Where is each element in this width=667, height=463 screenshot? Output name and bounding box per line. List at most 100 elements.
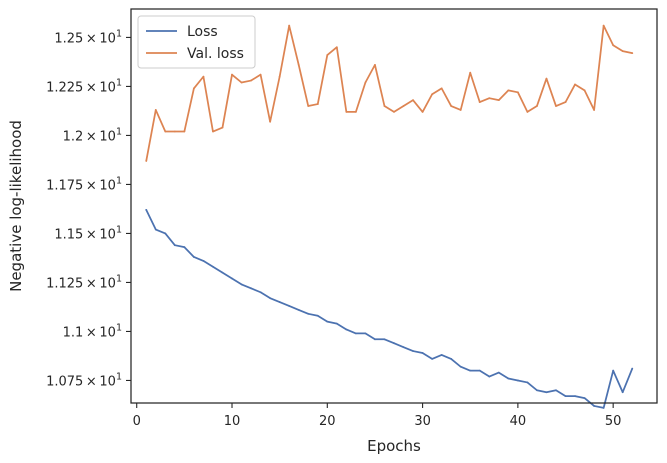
series-line-loss bbox=[145, 209, 634, 409]
data-point-val-loss bbox=[393, 111, 395, 113]
data-point-loss bbox=[402, 346, 405, 349]
data-point-loss bbox=[145, 209, 148, 211]
data-point-val-loss bbox=[288, 24, 291, 27]
data-point-loss bbox=[526, 381, 529, 384]
data-point-loss bbox=[164, 232, 167, 235]
data-point-loss bbox=[431, 358, 434, 360]
data-point-loss bbox=[412, 350, 414, 352]
data-point-val-loss bbox=[602, 24, 605, 27]
data-point-val-loss bbox=[202, 75, 205, 78]
data-point-loss bbox=[393, 342, 395, 345]
plot-frame bbox=[130, 8, 658, 404]
legend-box bbox=[137, 15, 256, 69]
x-tick-label: 0 bbox=[133, 414, 141, 429]
series-layer bbox=[145, 24, 634, 409]
data-point-loss bbox=[450, 358, 453, 360]
data-point-loss bbox=[202, 259, 205, 262]
data-point-loss bbox=[516, 379, 519, 382]
data-point-loss bbox=[192, 256, 195, 258]
data-point-val-loss bbox=[612, 44, 615, 47]
legend: Loss Val. loss bbox=[137, 15, 256, 69]
data-point-val-loss bbox=[164, 130, 167, 133]
data-point-loss bbox=[259, 291, 262, 294]
data-point-loss bbox=[497, 371, 500, 374]
data-point-val-loss bbox=[497, 99, 500, 102]
data-point-loss bbox=[240, 283, 243, 286]
data-point-val-loss bbox=[545, 77, 548, 80]
data-point-loss bbox=[469, 369, 472, 372]
data-point-val-loss bbox=[145, 160, 148, 162]
x-axis-label: Epochs bbox=[367, 437, 421, 455]
data-point-loss bbox=[250, 287, 252, 290]
data-point-loss bbox=[326, 320, 329, 323]
x-tick-label: 10 bbox=[224, 414, 241, 429]
y-tick-label: 1.225 × 101 bbox=[46, 77, 122, 95]
data-point-loss bbox=[545, 391, 548, 394]
data-point-val-loss bbox=[507, 89, 510, 92]
data-point-val-loss bbox=[297, 63, 300, 66]
data-point-val-loss bbox=[183, 130, 186, 133]
data-point-loss bbox=[440, 354, 443, 356]
x-tick-label: 50 bbox=[605, 414, 622, 429]
data-point-loss bbox=[488, 375, 491, 378]
data-point-loss bbox=[154, 228, 157, 231]
data-point-val-loss bbox=[221, 126, 224, 129]
data-point-loss bbox=[212, 265, 214, 268]
x-tick-label: 30 bbox=[414, 414, 431, 429]
data-point-val-loss bbox=[564, 101, 567, 104]
data-point-loss bbox=[354, 332, 357, 335]
data-point-val-loss bbox=[259, 73, 262, 76]
data-point-val-loss bbox=[516, 91, 519, 94]
data-point-val-loss bbox=[450, 105, 453, 107]
data-point-loss bbox=[564, 395, 567, 398]
data-point-val-loss bbox=[583, 89, 586, 92]
data-point-loss bbox=[593, 405, 596, 407]
data-point-loss bbox=[612, 369, 615, 372]
x-tick-label: 20 bbox=[319, 414, 336, 429]
y-tick-label: 1.2 × 101 bbox=[63, 126, 122, 144]
data-point-loss bbox=[478, 369, 481, 372]
data-point-val-loss bbox=[555, 105, 557, 107]
data-point-val-loss bbox=[250, 79, 252, 82]
data-point-val-loss bbox=[402, 105, 405, 107]
legend-label-val-loss: Val. loss bbox=[187, 46, 244, 62]
data-point-loss bbox=[421, 352, 424, 354]
data-point-loss bbox=[459, 365, 462, 368]
data-point-val-loss bbox=[231, 73, 233, 76]
data-point-val-loss bbox=[374, 63, 376, 66]
data-point-val-loss bbox=[631, 52, 634, 54]
data-point-val-loss bbox=[459, 109, 462, 111]
data-point-loss bbox=[574, 395, 576, 398]
legend-label-loss: Loss bbox=[187, 24, 218, 40]
y-tick-label: 1.125 × 101 bbox=[46, 273, 122, 291]
y-tick-label: 1.175 × 101 bbox=[46, 175, 122, 193]
y-tick-label: 1.25 × 101 bbox=[54, 28, 122, 46]
data-point-loss bbox=[364, 332, 367, 335]
data-point-val-loss bbox=[154, 109, 157, 111]
data-point-loss bbox=[307, 312, 310, 315]
data-point-loss bbox=[183, 246, 186, 249]
data-point-val-loss bbox=[269, 120, 272, 123]
data-point-val-loss bbox=[526, 111, 529, 113]
y-tick-label: 1.075 × 101 bbox=[46, 371, 122, 389]
data-point-val-loss bbox=[326, 54, 329, 56]
data-point-loss bbox=[345, 328, 348, 331]
data-point-val-loss bbox=[173, 130, 176, 133]
series-line-val-loss bbox=[145, 24, 634, 162]
data-point-loss bbox=[297, 308, 300, 311]
data-point-val-loss bbox=[383, 105, 386, 107]
data-point-val-loss bbox=[412, 99, 414, 102]
data-point-loss bbox=[621, 391, 624, 394]
data-point-val-loss bbox=[316, 103, 319, 105]
data-point-loss bbox=[288, 305, 291, 307]
data-point-loss bbox=[173, 244, 176, 247]
data-point-loss bbox=[507, 377, 510, 380]
data-point-val-loss bbox=[621, 50, 624, 53]
y-axis-label: Negative log-likelihood bbox=[7, 120, 25, 292]
data-point-val-loss bbox=[345, 111, 348, 113]
data-point-loss bbox=[374, 338, 376, 341]
data-point-val-loss bbox=[278, 75, 281, 78]
data-point-val-loss bbox=[440, 87, 443, 90]
